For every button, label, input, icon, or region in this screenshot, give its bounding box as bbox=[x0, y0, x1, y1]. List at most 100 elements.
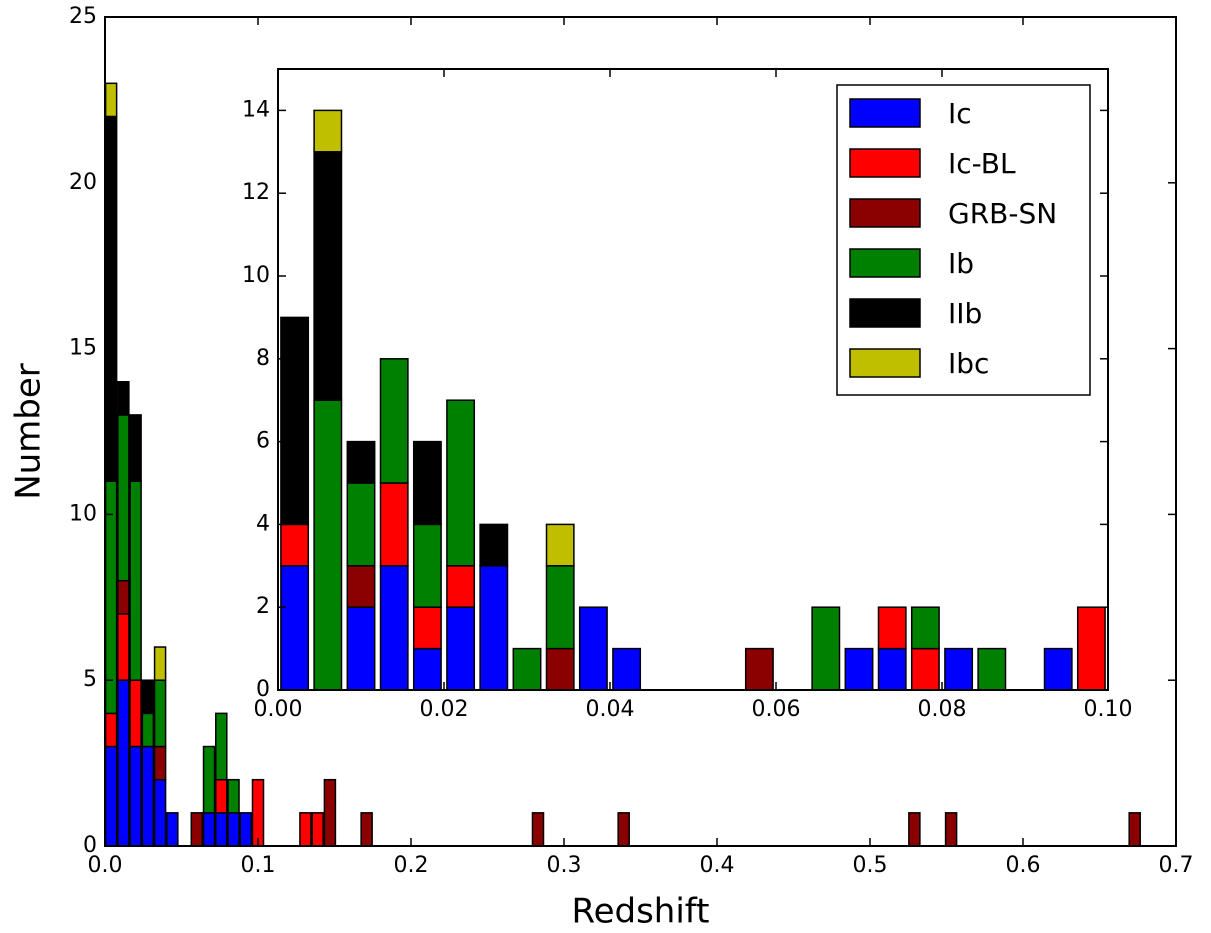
y-tick-label: 5 bbox=[83, 667, 97, 692]
bar-segment bbox=[877, 606, 907, 650]
bar-segment bbox=[844, 647, 874, 691]
bar-segment bbox=[153, 778, 167, 847]
bar-segment bbox=[1043, 647, 1073, 691]
y-tick-label: 25 bbox=[69, 4, 97, 29]
bar-segment bbox=[104, 115, 118, 482]
bar-segment bbox=[117, 381, 130, 416]
x-tick-label: 0.6 bbox=[1006, 853, 1041, 878]
legend-swatch bbox=[849, 98, 921, 128]
bar-segment bbox=[141, 679, 155, 715]
bar-segment bbox=[412, 440, 442, 526]
bar-segment bbox=[202, 745, 216, 814]
x-tick-label: 0.08 bbox=[918, 697, 967, 722]
bar-segment bbox=[215, 812, 228, 847]
bar-segment bbox=[412, 647, 442, 691]
bar-segment bbox=[811, 606, 841, 691]
bar-segment bbox=[944, 812, 958, 847]
bar-segment bbox=[531, 812, 545, 847]
bar-segment bbox=[117, 579, 130, 615]
bar-segment bbox=[104, 712, 118, 748]
y-tick-label: 12 bbox=[242, 180, 270, 205]
bar-segment bbox=[512, 647, 542, 691]
bar-segment bbox=[944, 647, 974, 691]
legend-label: Ic bbox=[948, 97, 972, 130]
x-tick-label: 0.10 bbox=[1084, 697, 1133, 722]
bar-segment bbox=[313, 399, 343, 691]
legend-label: Ib bbox=[948, 247, 974, 280]
bar-segment bbox=[346, 482, 376, 567]
legend-label: GRB-SN bbox=[948, 197, 1057, 230]
bar-segment bbox=[1128, 812, 1141, 847]
bar-segment bbox=[104, 480, 118, 715]
bar-segment bbox=[117, 679, 130, 847]
bar-segment bbox=[129, 480, 142, 681]
x-tick-label: 0.1 bbox=[241, 853, 276, 878]
y-tick-label: 8 bbox=[256, 346, 270, 371]
y-tick-label: 4 bbox=[256, 511, 270, 536]
bar-segment bbox=[313, 109, 343, 153]
bar-segment bbox=[104, 745, 118, 847]
bar-segment bbox=[379, 482, 409, 567]
y-tick-label: 6 bbox=[256, 429, 270, 454]
bar-segment bbox=[129, 414, 142, 482]
bar-segment bbox=[446, 399, 476, 567]
bar-segment bbox=[141, 712, 155, 748]
legend-label: Ic-BL bbox=[948, 147, 1016, 180]
bar-segment bbox=[215, 778, 228, 814]
bar-segment bbox=[1076, 606, 1106, 691]
x-tick-label: 0.5 bbox=[853, 853, 888, 878]
bar-segment bbox=[104, 82, 118, 118]
bar-segment bbox=[202, 812, 216, 847]
x-tick-label: 0.0 bbox=[88, 853, 123, 878]
bar-segment bbox=[744, 647, 774, 691]
bar-segment bbox=[239, 812, 253, 847]
y-tick-label: 10 bbox=[69, 501, 97, 526]
legend-label: Ibc bbox=[948, 347, 989, 380]
bar-segment bbox=[346, 440, 376, 484]
bar-segment bbox=[617, 812, 630, 847]
plot-frame bbox=[277, 68, 1109, 691]
bar-segment bbox=[446, 565, 476, 608]
x-tick-label: 0.00 bbox=[254, 697, 303, 722]
y-tick-label: 0 bbox=[256, 677, 270, 702]
bar-segment bbox=[412, 606, 442, 650]
bar-segment bbox=[251, 778, 265, 847]
bar-segment bbox=[280, 316, 310, 526]
x-axis-label: Redshift bbox=[571, 892, 709, 932]
bar-segment bbox=[412, 523, 442, 608]
bar-segment bbox=[479, 565, 509, 691]
bar-segment bbox=[910, 606, 940, 650]
bar-segment bbox=[877, 647, 907, 691]
legend-box bbox=[836, 84, 1091, 396]
x-tick-label: 0.3 bbox=[547, 853, 582, 878]
x-tick-label: 0.4 bbox=[700, 853, 735, 878]
x-tick-label: 0.2 bbox=[394, 853, 429, 878]
y-tick-label: 14 bbox=[242, 97, 270, 122]
bar-segment bbox=[908, 812, 921, 847]
bar-segment bbox=[977, 647, 1007, 691]
x-tick-label: 0.7 bbox=[1159, 853, 1194, 878]
bar-segment bbox=[346, 606, 376, 691]
legend-swatch bbox=[849, 198, 921, 228]
bar-segment bbox=[323, 778, 337, 847]
legend-swatch bbox=[849, 148, 921, 178]
bar-segment bbox=[215, 712, 228, 781]
bar-segment bbox=[545, 523, 575, 567]
bar-segment bbox=[227, 812, 240, 847]
y-tick-label: 10 bbox=[242, 263, 270, 288]
bar-segment bbox=[129, 745, 142, 847]
legend-label: IIb bbox=[948, 297, 982, 330]
bar-segment bbox=[612, 647, 642, 691]
bar-segment bbox=[379, 565, 409, 691]
y-tick-label: 2 bbox=[256, 594, 270, 619]
bar-segment bbox=[545, 565, 575, 650]
bar-segment bbox=[117, 613, 130, 681]
bar-segment bbox=[578, 606, 608, 691]
bar-segment bbox=[545, 647, 575, 691]
bar-segment bbox=[379, 358, 409, 484]
y-tick-label: 0 bbox=[83, 833, 97, 858]
legend-swatch bbox=[849, 348, 921, 378]
x-tick-label: 0.06 bbox=[752, 697, 801, 722]
bar-segment bbox=[227, 778, 240, 814]
bar-segment bbox=[166, 812, 179, 847]
